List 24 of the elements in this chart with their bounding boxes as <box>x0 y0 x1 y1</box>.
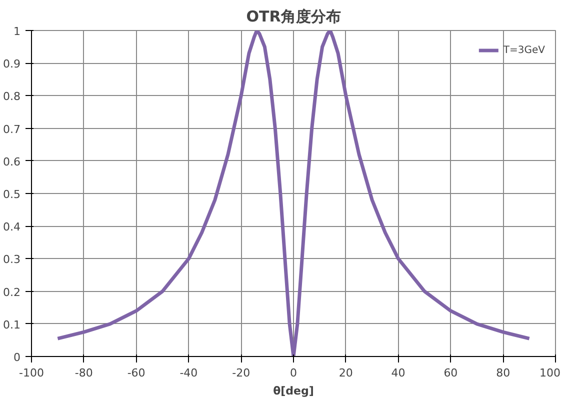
y-tick-label: 0.5 <box>3 188 21 201</box>
x-tick-label: 80 <box>496 366 510 380</box>
x-tick-label: 60 <box>444 366 458 380</box>
y-tick-label: 0.9 <box>3 58 21 71</box>
y-tick-label: 1 <box>14 25 20 38</box>
y-tick-label: 0.8 <box>3 90 21 104</box>
x-tick-label: 0 <box>290 366 297 380</box>
x-tick-label: -20 <box>232 366 250 380</box>
y-tick-label: 0.4 <box>3 220 21 234</box>
y-tick-label: 0.1 <box>3 318 21 332</box>
x-tick-label: -60 <box>127 366 146 380</box>
x-tick-label: -80 <box>74 366 93 380</box>
chart-title: OTR角度分布 <box>246 8 341 26</box>
y-tick-label: 0 <box>14 351 20 364</box>
y-tick-label: 0.2 <box>3 286 21 299</box>
y-tick-label: 0.6 <box>3 155 21 168</box>
y-tick-label: 0.7 <box>3 122 21 136</box>
x-axis-title: θ[deg] <box>273 384 314 398</box>
x-tick-label: 20 <box>338 366 353 380</box>
x-tick-label: -100 <box>19 366 44 380</box>
x-tick-label: 100 <box>540 366 561 380</box>
x-tick-label: -40 <box>180 366 198 380</box>
x-tick-label: 40 <box>391 366 406 380</box>
y-tick-label: 0.3 <box>3 253 21 266</box>
